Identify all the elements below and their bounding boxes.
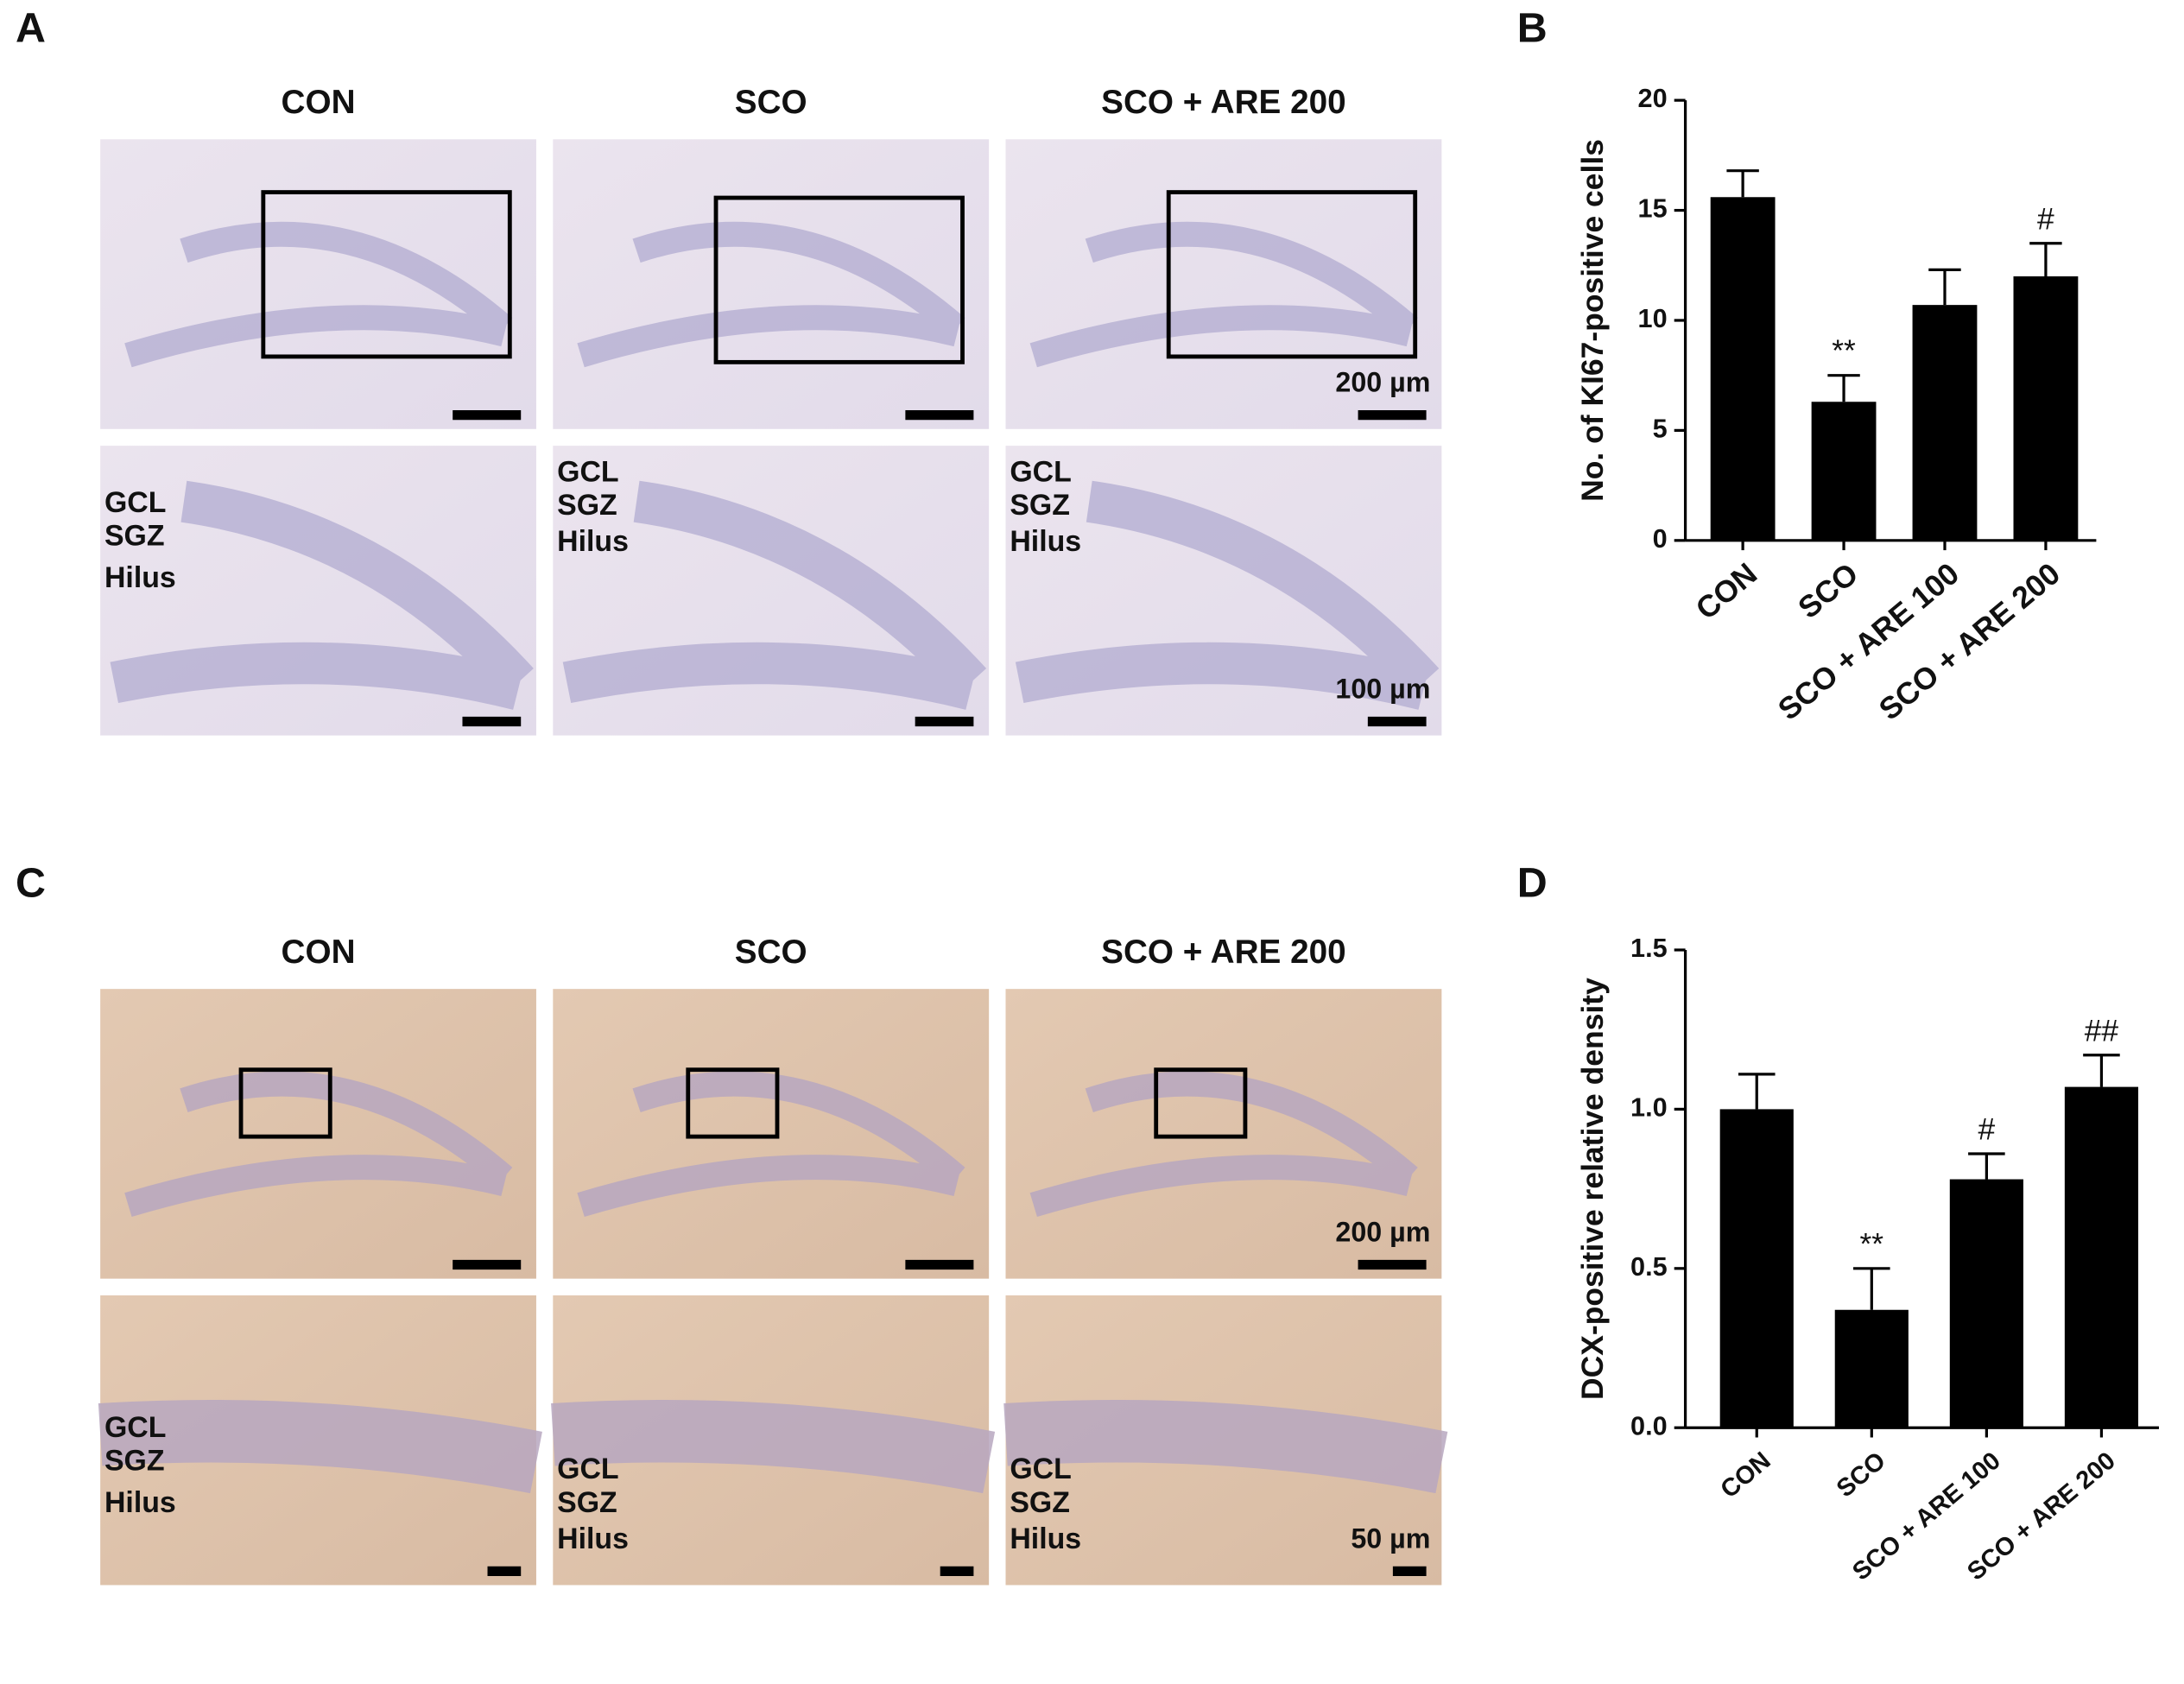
layer-label: GCL: [104, 486, 166, 519]
micrograph: [553, 139, 990, 429]
bar: [1710, 197, 1776, 541]
y-tick-label: 1.0: [1630, 1092, 1668, 1122]
column-title: CON: [282, 934, 356, 971]
y-tick-label: 10: [1638, 304, 1668, 333]
granule-layer: [577, 1071, 965, 1218]
panel-label: D: [1517, 860, 1548, 907]
zoom-box: [1166, 190, 1418, 359]
column-title: SCO + ARE 200: [1101, 934, 1345, 971]
bar: [1834, 1309, 1909, 1428]
y-axis-label: No. of KI67-positive cells: [1575, 139, 1610, 502]
significance-label: ##: [2085, 1013, 2119, 1048]
x-tick-label: CON: [1689, 556, 1763, 626]
granule-layer: [98, 1399, 542, 1494]
zoom-box: [238, 1067, 332, 1139]
y-axis-label: DCX-positive relative density: [1575, 978, 1610, 1400]
layer-label: SGZ: [104, 1444, 165, 1477]
bar: [1949, 1179, 2023, 1428]
panel-label: A: [16, 4, 46, 51]
bar: [1912, 305, 1978, 541]
column-title: CON: [282, 84, 356, 121]
layer-label: Hilus: [1010, 1523, 1081, 1555]
layer-label: Hilus: [557, 525, 629, 558]
granule-layer: [124, 221, 513, 368]
micrograph: [553, 989, 990, 1279]
bar: [2064, 1086, 2139, 1428]
layer-label: Hilus: [1010, 525, 1081, 558]
column-title: SCO: [735, 934, 807, 971]
bar: [2013, 276, 2079, 541]
panel-label: B: [1517, 4, 1548, 51]
y-tick-label: 0: [1653, 524, 1668, 554]
zoom-box: [1154, 1067, 1248, 1139]
micrograph: [100, 989, 536, 1279]
granule-layer: [1029, 1071, 1418, 1218]
zoom-box: [713, 195, 965, 364]
column-title: SCO + ARE 200: [1101, 84, 1345, 121]
y-tick-label: 1.5: [1630, 934, 1668, 963]
micrograph: [100, 139, 536, 429]
granule-layer: [124, 1071, 513, 1218]
scale-label: 200 µm: [1335, 367, 1430, 398]
layer-label: SGZ: [1010, 489, 1070, 522]
granule-layer: [1015, 480, 1440, 710]
granule-layer: [577, 221, 965, 368]
layer-label: GCL: [1010, 455, 1071, 488]
x-tick-label: SCO: [1792, 556, 1865, 625]
granule-layer: [110, 480, 534, 710]
layer-label: SGZ: [1010, 1486, 1070, 1519]
granule-layer: [551, 1399, 996, 1494]
y-tick-label: 0.5: [1630, 1252, 1668, 1282]
bar: [1719, 1109, 1794, 1428]
significance-label: #: [1978, 1112, 1996, 1147]
layer-label: Hilus: [104, 1486, 176, 1519]
layer-label: Hilus: [557, 1523, 629, 1555]
y-tick-label: 20: [1638, 84, 1668, 113]
column-title: SCO: [735, 84, 807, 121]
layer-label: SGZ: [557, 489, 617, 522]
y-tick-label: 0.0: [1630, 1411, 1668, 1440]
significance-label: #: [2037, 201, 2054, 236]
scale-label: 50 µm: [1351, 1523, 1430, 1554]
x-tick-label: SCO: [1832, 1447, 1891, 1503]
y-tick-label: 5: [1653, 414, 1668, 443]
significance-label: **: [1832, 333, 1856, 368]
granule-layer: [562, 480, 987, 710]
layer-label: SGZ: [557, 1486, 617, 1519]
layer-label: Hilus: [104, 561, 176, 594]
x-tick-label: SCO + ARE 200: [1872, 556, 2067, 727]
granule-layer: [1003, 1399, 1448, 1494]
layer-label: GCL: [104, 1411, 166, 1444]
scale-label: 200 µm: [1335, 1217, 1430, 1248]
x-tick-label: SCO + ARE 100: [1771, 556, 1966, 727]
layer-label: GCL: [557, 455, 618, 488]
scale-label: 100 µm: [1335, 674, 1430, 705]
zoom-box: [686, 1067, 780, 1139]
panel-label: C: [16, 860, 46, 907]
x-tick-label: CON: [1716, 1447, 1776, 1504]
significance-label: **: [1860, 1226, 1884, 1261]
y-tick-label: 15: [1638, 194, 1668, 224]
granule-layer: [1029, 221, 1418, 368]
zoom-box: [261, 190, 512, 359]
layer-label: SGZ: [104, 520, 165, 553]
layer-label: GCL: [557, 1453, 618, 1485]
layer-label: GCL: [1010, 1453, 1071, 1485]
bar: [1811, 402, 1877, 541]
